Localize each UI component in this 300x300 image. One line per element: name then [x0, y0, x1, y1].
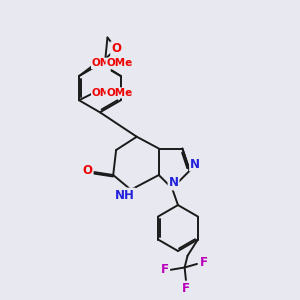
Text: F: F	[182, 282, 190, 295]
Text: N: N	[190, 158, 200, 171]
Text: F: F	[200, 256, 208, 269]
Text: O: O	[111, 42, 121, 55]
Text: NH: NH	[115, 188, 135, 202]
Text: O: O	[82, 164, 93, 177]
Text: OMe: OMe	[92, 88, 118, 98]
Text: OMe: OMe	[92, 58, 118, 68]
Text: OMe: OMe	[106, 58, 132, 68]
Text: O: O	[100, 59, 110, 72]
Text: OMe: OMe	[106, 88, 132, 98]
Text: N: N	[169, 176, 178, 190]
Text: F: F	[161, 263, 169, 276]
